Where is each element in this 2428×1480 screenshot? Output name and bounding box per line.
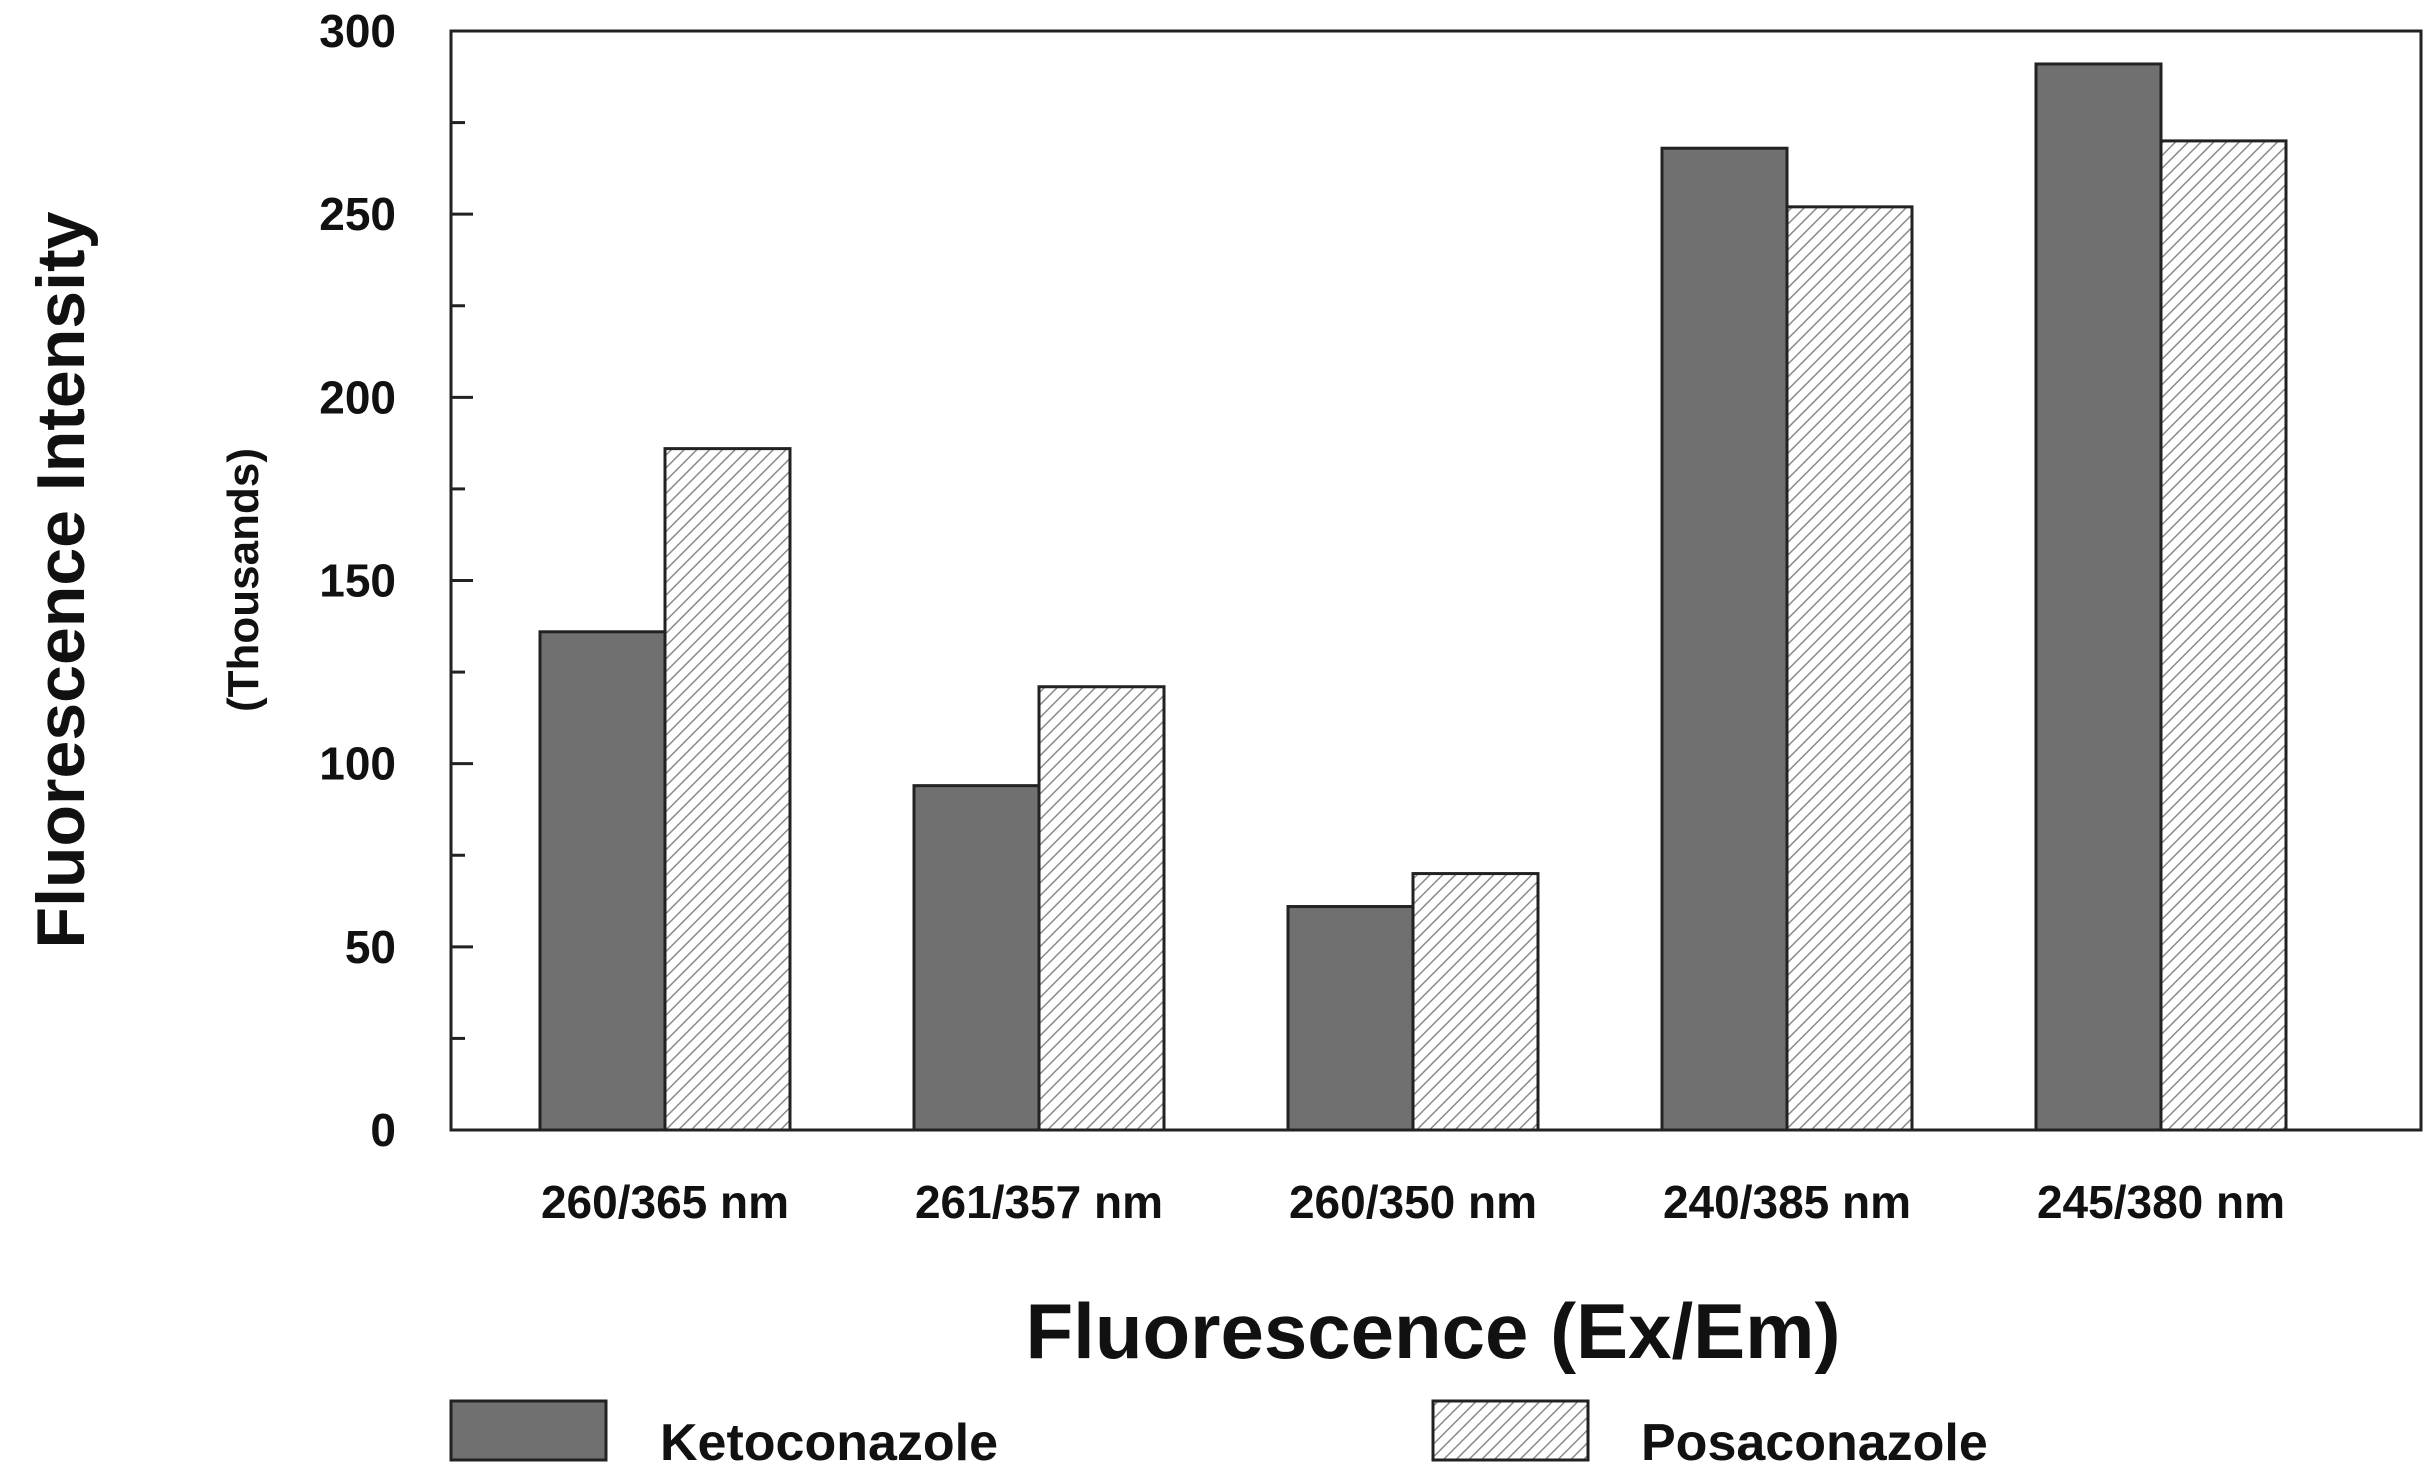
y-tick-label-50: 50 [345,921,396,973]
bar-posaconazole-0 [663,447,792,1132]
y-axis-ticks [451,29,473,1132]
legend-label-posaconazole: Posaconazole [1641,1414,1988,1472]
y-axis-units-label: (Thousands) [219,448,268,712]
bar-ketoconazole-0 [538,630,667,1132]
x-axis-category-labels: 260/365 nm 261/357 nm 260/350 nm 240/385 nm… [541,1176,2285,1228]
bars-layer [538,62,2288,1132]
y-tick-label-200: 200 [319,371,396,423]
bar-posaconazole-2 [1411,872,1540,1132]
legend-swatch-ketoconazole [449,1399,608,1462]
x-category-label-1: 261/357 nm [915,1176,1163,1228]
legend-label-ketoconazole: Ketoconazole [660,1414,998,1472]
bar-posaconazole-1 [1037,685,1166,1132]
x-category-label-3: 240/385 nm [1663,1176,1911,1228]
x-category-label-4: 245/380 nm [2037,1176,2285,1228]
x-category-label-0: 260/365 nm [541,1176,789,1228]
y-tick-label-250: 250 [319,188,396,240]
bar-ketoconazole-2 [1286,905,1415,1132]
y-axis-title: Fluorescence Intensity [23,211,99,948]
y-tick-label-100: 100 [319,738,396,790]
y-tick-label-0: 0 [370,1104,396,1156]
y-axis-tick-labels: 0 50 100 150 200 250 300 [319,5,396,1156]
bar-posaconazole-3 [1785,205,1914,1132]
x-category-label-2: 260/350 nm [1289,1176,1537,1228]
y-tick-label-300: 300 [319,5,396,57]
bar-ketoconazole-4 [2034,62,2163,1132]
bar-ketoconazole-3 [1660,146,1789,1132]
x-axis-title: Fluorescence (Ex/Em) [1026,1287,1841,1375]
legend: Ketoconazole Posaconazole [449,1399,1988,1472]
bar-ketoconazole-1 [912,784,1041,1132]
bar-posaconazole-4 [2159,139,2288,1132]
legend-swatch-posaconazole [1431,1399,1590,1462]
y-tick-label-150: 150 [319,555,396,607]
